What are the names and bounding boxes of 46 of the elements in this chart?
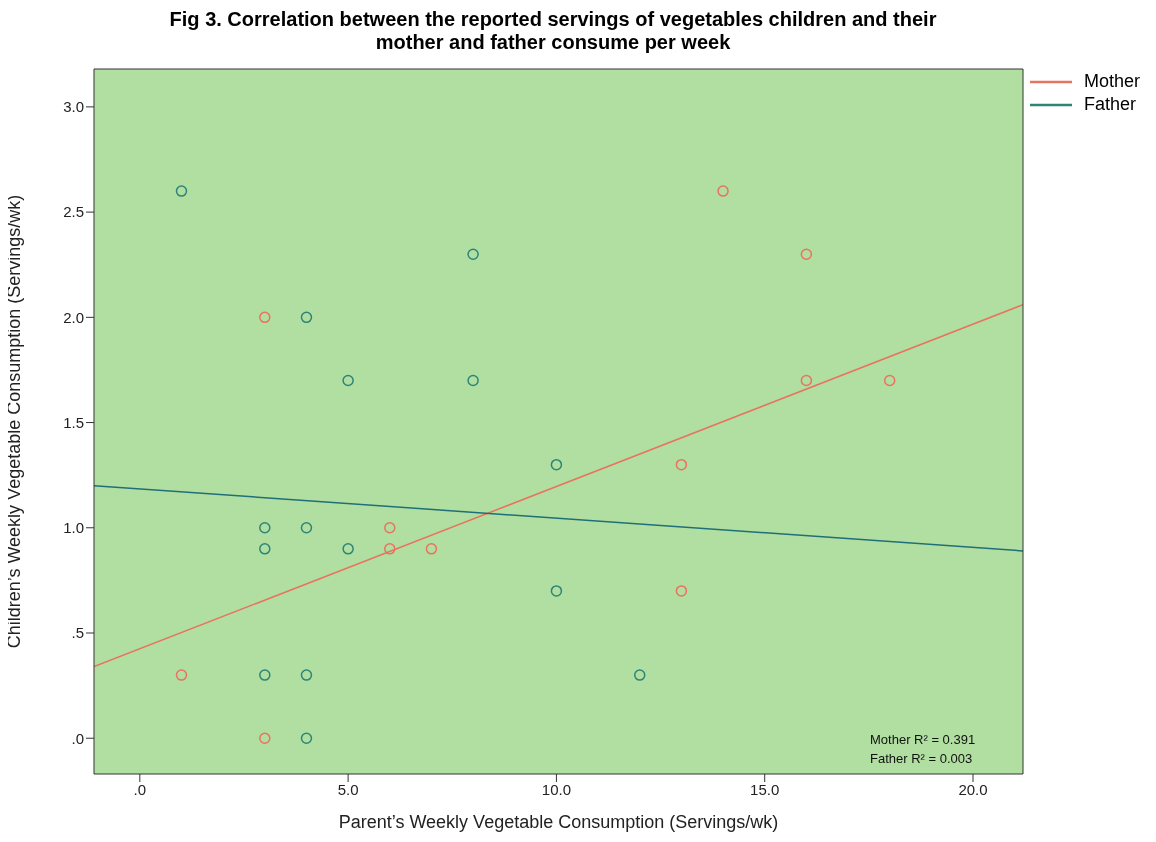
y-tick-label: 2.5 bbox=[63, 203, 84, 221]
y-axis-title: Children’s Weekly Vegetable Consumption (Servings/wk) bbox=[4, 194, 25, 649]
point bbox=[675, 458, 688, 471]
y-tick-label: 1.0 bbox=[63, 519, 84, 537]
x-tick-label: 15.0 bbox=[750, 780, 780, 798]
point bbox=[800, 374, 813, 387]
point bbox=[300, 732, 313, 744]
chart-title: Fig 3. Correlation between the reported servings of vegetables children and their mother and father consume per week bbox=[168, 8, 938, 54]
point bbox=[259, 311, 271, 324]
point bbox=[800, 248, 813, 260]
x-tick-label: 5.0 bbox=[337, 780, 359, 798]
point bbox=[550, 458, 563, 471]
x-tick-label: 10.0 bbox=[541, 780, 572, 798]
x-axis-title: Parent’s Weekly Vegetable Consumption (Servings/wk) bbox=[338, 812, 779, 832]
point bbox=[883, 374, 896, 387]
point bbox=[550, 585, 563, 597]
point bbox=[425, 543, 438, 555]
point bbox=[259, 522, 271, 534]
annotation: Father R² = 0.003 bbox=[870, 750, 974, 768]
x-tick-label: 20.0 bbox=[958, 780, 988, 798]
point bbox=[717, 185, 729, 197]
point bbox=[633, 669, 646, 681]
legend-label: Father bbox=[1084, 94, 1137, 115]
y-tick-label: 3.0 bbox=[63, 98, 84, 116]
point bbox=[467, 374, 479, 387]
point bbox=[300, 669, 313, 681]
x-tick-label: .0 bbox=[133, 780, 147, 798]
point bbox=[467, 248, 479, 260]
y-tick-label: 1.5 bbox=[63, 413, 84, 431]
legend-label: Mother bbox=[1084, 71, 1141, 92]
y-tick-label: .0 bbox=[71, 729, 84, 747]
point bbox=[300, 311, 313, 324]
point bbox=[675, 585, 688, 597]
point bbox=[175, 185, 188, 197]
point bbox=[259, 669, 271, 681]
point bbox=[259, 732, 271, 744]
point bbox=[342, 543, 354, 555]
annotation: Mother R² = 0.391 bbox=[870, 731, 976, 749]
point bbox=[384, 543, 396, 555]
point bbox=[384, 522, 396, 534]
y-tick-label: 2.0 bbox=[63, 308, 84, 326]
point bbox=[175, 669, 188, 681]
point bbox=[342, 374, 354, 387]
point bbox=[300, 522, 313, 534]
y-tick-label: .5 bbox=[71, 624, 84, 642]
point bbox=[259, 543, 271, 555]
